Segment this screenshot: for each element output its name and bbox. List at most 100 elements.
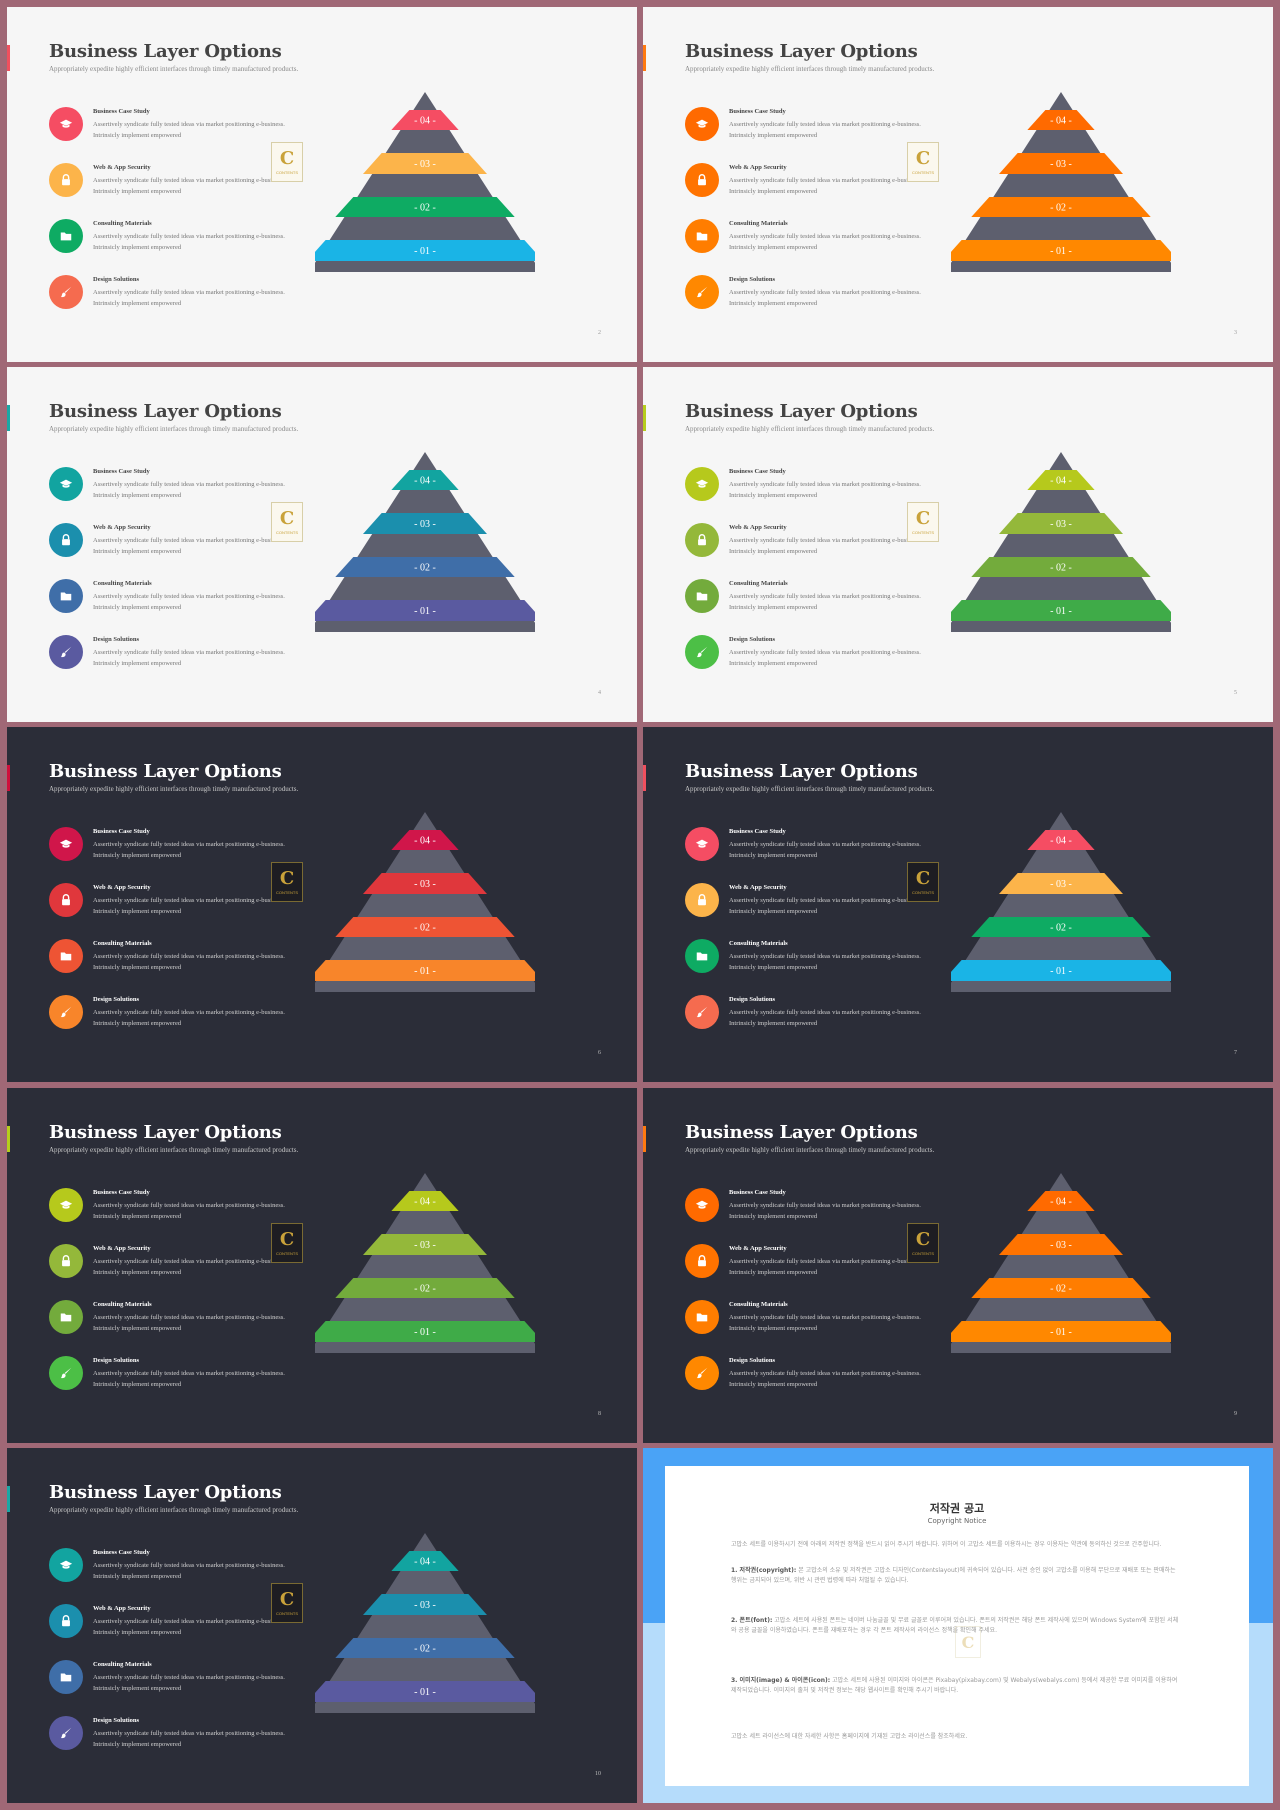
option-item: Consulting Materials Assertively syndicat…	[685, 1300, 965, 1342]
copyright-outro: 고맙소 세트 라이선스에 대한 자세한 사항은 홈페이지에 기재된 고맙소 라이…	[731, 1733, 968, 1740]
pyramid-layer	[1027, 470, 1095, 490]
pyramid-layer-label: - 02 -	[1050, 203, 1072, 214]
folder-icon	[695, 949, 709, 963]
pyramid-layer	[999, 513, 1123, 534]
option-title: Design Solutions	[93, 996, 140, 1003]
option-item: Consulting Materials Assertively syndicat…	[685, 219, 965, 261]
option-description: Assertively syndicate fully tested ideas…	[729, 1370, 921, 1388]
pyramid-layer	[1027, 110, 1095, 130]
accent-bar	[643, 45, 646, 71]
paint-brush-circle	[49, 275, 83, 309]
option-title: Web & App Security	[729, 884, 787, 891]
pyramid-layer	[999, 1234, 1123, 1255]
option-title: Design Solutions	[729, 636, 776, 643]
option-item: Consulting Materials Assertively syndicat…	[685, 579, 965, 621]
option-description: Assertively syndicate fully tested ideas…	[93, 593, 285, 611]
pyramid-layer-label: - 04 -	[414, 1197, 436, 1208]
graduation-cap-icon	[59, 117, 73, 131]
option-item: Consulting Materials Assertively syndicat…	[49, 1300, 329, 1342]
pyramid-layer	[951, 960, 1171, 981]
graduation-cap-icon	[695, 477, 709, 491]
option-title: Design Solutions	[729, 276, 776, 283]
pyramid-layer-label: - 03 -	[414, 159, 436, 170]
option-title: Business Case Study	[93, 828, 150, 835]
option-item: Consulting Materials Assertively syndicat…	[49, 219, 329, 261]
option-item: Design Solutions Assertively syndicate fu…	[685, 1356, 965, 1398]
pyramid-layer-label: - 01 -	[1050, 246, 1072, 257]
pyramid-layer-label: - 02 -	[1050, 923, 1072, 934]
option-description: Assertively syndicate fully tested ideas…	[729, 953, 921, 971]
pyramid-layer	[391, 1191, 459, 1211]
option-item: Business Case Study Assertively syndicate…	[685, 827, 965, 869]
paint-brush-circle	[49, 1716, 83, 1750]
logo-text: CONTENTS	[276, 889, 298, 895]
folder-icon	[695, 229, 709, 243]
option-item: Business Case Study Assertively syndicate…	[685, 467, 965, 509]
pyramid-layer	[951, 240, 1171, 261]
contents-logo: C CONTENTS	[907, 862, 939, 902]
option-item: Business Case Study Assertively syndicate…	[49, 1548, 329, 1590]
pyramid-layer-label: - 03 -	[414, 519, 436, 530]
option-title: Web & App Security	[729, 1245, 787, 1252]
folder-circle	[49, 1300, 83, 1334]
slide-subtitle: Appropriately expedite highly efficient …	[685, 785, 935, 793]
logo-letter: C	[915, 867, 931, 889]
slide-title: Business Layer Options	[49, 1122, 282, 1143]
option-description: Assertively syndicate fully tested ideas…	[729, 1258, 921, 1276]
option-description: Assertively syndicate fully tested ideas…	[93, 121, 285, 139]
option-item: Web & App Security Assertively syndicate …	[685, 883, 965, 925]
slide-2: Business Layer Options Appropriately expe…	[7, 7, 637, 362]
graduation-cap-circle	[49, 1548, 83, 1582]
lock-icon	[695, 1254, 709, 1268]
paint-brush-icon	[695, 1366, 709, 1380]
paint-brush-icon	[695, 285, 709, 299]
slide-subtitle: Appropriately expedite highly efficient …	[49, 1506, 299, 1514]
pyramid-layer-label: - 04 -	[1050, 116, 1072, 127]
folder-circle	[685, 579, 719, 613]
pyramid-layer	[363, 1594, 487, 1615]
option-description: Assertively syndicate fully tested ideas…	[729, 121, 921, 139]
page-number: 2	[598, 330, 601, 336]
copyright-section-2-heading: 2. 폰트(font):	[731, 1617, 773, 1624]
logo-letter: C	[915, 147, 931, 169]
lock-icon	[695, 893, 709, 907]
graduation-cap-icon	[59, 477, 73, 491]
option-description: Assertively syndicate fully tested ideas…	[93, 1314, 285, 1332]
option-title: Design Solutions	[93, 276, 140, 283]
option-description: Assertively syndicate fully tested ideas…	[93, 537, 285, 555]
accent-bar	[7, 405, 10, 431]
option-title: Consulting Materials	[729, 940, 788, 947]
folder-circle	[49, 939, 83, 973]
option-description: Assertively syndicate fully tested ideas…	[729, 177, 921, 195]
option-item: Design Solutions Assertively syndicate fu…	[685, 995, 965, 1037]
option-item: Web & App Security Assertively syndicate …	[49, 1244, 329, 1286]
paint-brush-icon	[695, 645, 709, 659]
pyramid-layer-label: - 02 -	[1050, 1284, 1072, 1295]
pyramid-layer-label: - 02 -	[414, 203, 436, 214]
graduation-cap-circle	[49, 827, 83, 861]
option-title: Business Case Study	[729, 108, 786, 115]
logo-letter: C	[915, 507, 931, 529]
option-title: Design Solutions	[93, 636, 140, 643]
pyramid-layer	[391, 830, 459, 850]
page-number: 10	[595, 1771, 601, 1777]
option-description: Assertively syndicate fully tested ideas…	[93, 1009, 285, 1027]
pyramid-layer	[971, 1278, 1151, 1298]
option-description: Assertively syndicate fully tested ideas…	[93, 1562, 285, 1580]
option-description: Assertively syndicate fully tested ideas…	[729, 537, 921, 555]
pyramid-layer	[315, 240, 535, 261]
option-description: Assertively syndicate fully tested ideas…	[93, 1370, 285, 1388]
option-description: Assertively syndicate fully tested ideas…	[93, 1674, 285, 1692]
option-description: Assertively syndicate fully tested ideas…	[729, 897, 921, 915]
pyramid-layer-label: - 01 -	[414, 606, 436, 617]
slide-8: Business Layer Options Appropriately expe…	[7, 1088, 637, 1443]
slide-subtitle: Appropriately expedite highly efficient …	[49, 65, 299, 73]
layer-pyramid: - 04 - - 03 - - 02 - - 01 -	[951, 92, 1171, 272]
graduation-cap-icon	[695, 117, 709, 131]
paint-brush-circle	[685, 635, 719, 669]
pyramid-layer-label: - 03 -	[1050, 519, 1072, 530]
pyramid-base-shadow	[315, 92, 535, 272]
pyramid-layer	[391, 110, 459, 130]
pyramid-layer-label: - 03 -	[1050, 879, 1072, 890]
pyramid-layer-label: - 02 -	[1050, 563, 1072, 574]
